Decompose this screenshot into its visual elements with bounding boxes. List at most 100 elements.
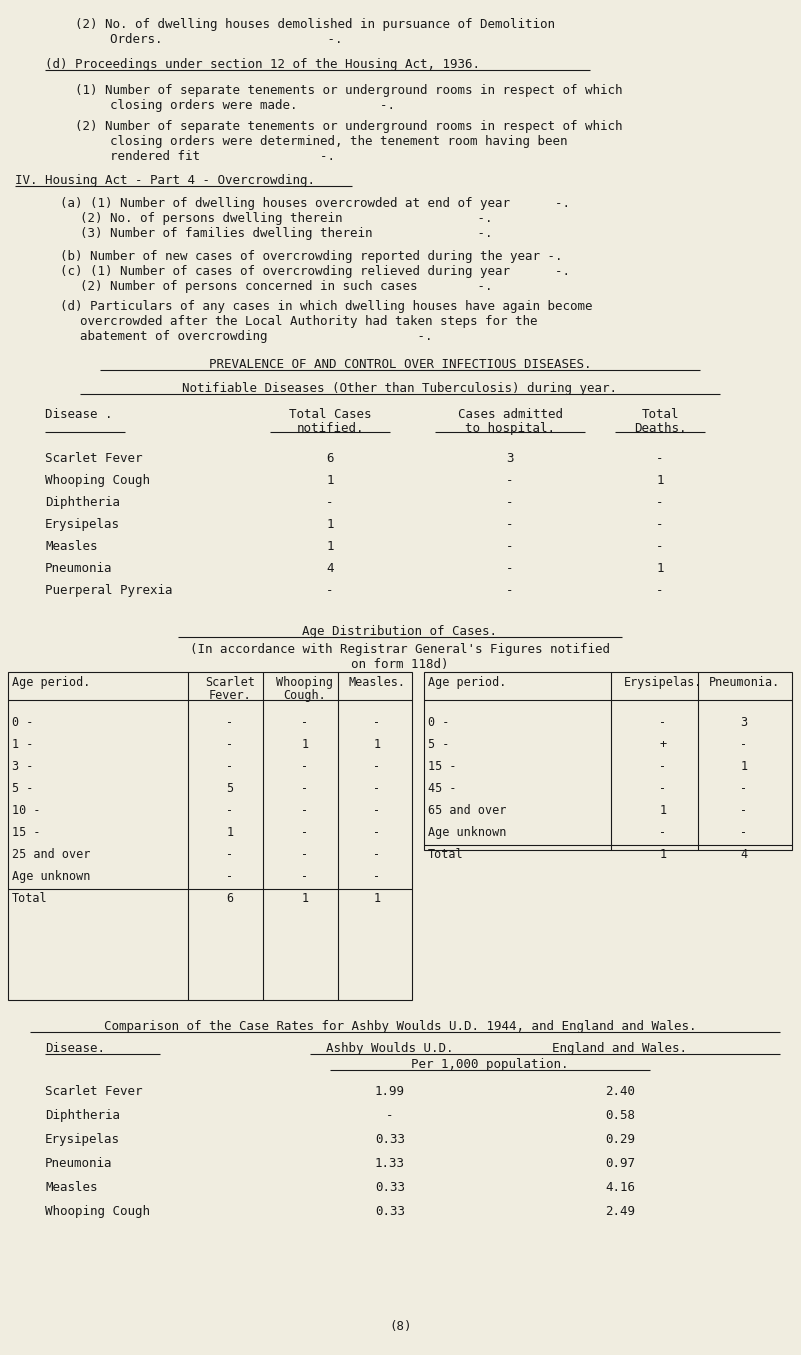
Text: 1.99: 1.99 — [375, 1085, 405, 1098]
Text: -: - — [326, 496, 334, 509]
Text: 0.33: 0.33 — [375, 1133, 405, 1146]
Text: abatement of overcrowding                    -.: abatement of overcrowding -. — [80, 331, 433, 343]
Text: 1 -: 1 - — [12, 738, 34, 751]
Text: Disease.: Disease. — [45, 1042, 105, 1056]
Text: 65 and over: 65 and over — [428, 804, 506, 817]
Text: 0.29: 0.29 — [605, 1133, 635, 1146]
Text: 15 -: 15 - — [428, 760, 457, 772]
Text: 1.33: 1.33 — [375, 1157, 405, 1169]
Text: 1: 1 — [656, 562, 664, 575]
Text: (2) No. of dwelling houses demolished in pursuance of Demolition: (2) No. of dwelling houses demolished in… — [75, 18, 555, 31]
Text: Total: Total — [428, 848, 464, 860]
Text: 3 -: 3 - — [12, 760, 34, 772]
Text: 0.33: 0.33 — [375, 1182, 405, 1194]
Text: Ashby Woulds U.D.: Ashby Woulds U.D. — [326, 1042, 453, 1056]
Text: Scarlet Fever: Scarlet Fever — [45, 453, 143, 465]
Text: Measles.: Measles. — [348, 676, 405, 688]
Text: -: - — [301, 870, 308, 883]
Text: Erysipelas.: Erysipelas. — [624, 676, 702, 688]
Text: -: - — [656, 518, 664, 531]
Text: -: - — [373, 827, 380, 839]
Text: 0.58: 0.58 — [605, 1108, 635, 1122]
Text: 1: 1 — [659, 804, 666, 817]
Text: 0 -: 0 - — [12, 715, 34, 729]
Text: notified.: notified. — [296, 421, 364, 435]
Text: 6: 6 — [326, 453, 334, 465]
Text: -: - — [227, 760, 234, 772]
Text: Scarlet Fever: Scarlet Fever — [45, 1085, 143, 1098]
Text: 1: 1 — [740, 760, 747, 772]
Text: -: - — [506, 562, 513, 575]
Text: -: - — [373, 782, 380, 795]
Text: 25 and over: 25 and over — [12, 848, 91, 860]
Text: -: - — [301, 848, 308, 860]
Text: Total: Total — [642, 408, 678, 421]
Text: 1: 1 — [373, 892, 380, 905]
Text: -: - — [740, 827, 747, 839]
Text: -: - — [659, 760, 666, 772]
Bar — [424, 672, 792, 850]
Text: +: + — [659, 738, 666, 751]
Text: -: - — [506, 584, 513, 598]
Text: 0.33: 0.33 — [375, 1205, 405, 1218]
Text: -: - — [326, 584, 334, 598]
Text: Orders.                      -.: Orders. -. — [110, 33, 343, 46]
Text: -: - — [656, 453, 664, 465]
Text: -: - — [227, 738, 234, 751]
Text: to hospital.: to hospital. — [465, 421, 555, 435]
Text: -: - — [373, 715, 380, 729]
Text: 2.40: 2.40 — [605, 1085, 635, 1098]
Text: Whooping Cough: Whooping Cough — [45, 1205, 150, 1218]
Text: Fever.: Fever. — [208, 688, 252, 702]
Text: -: - — [506, 541, 513, 553]
Text: (2) Number of separate tenements or underground rooms in respect of which: (2) Number of separate tenements or unde… — [75, 121, 622, 133]
Text: 15 -: 15 - — [12, 827, 41, 839]
Text: IV. Housing Act - Part 4 - Overcrowding.: IV. Housing Act - Part 4 - Overcrowding. — [15, 173, 315, 187]
Text: 1: 1 — [326, 541, 334, 553]
Text: Deaths.: Deaths. — [634, 421, 686, 435]
Text: (c) (1) Number of cases of overcrowding relieved during year      -.: (c) (1) Number of cases of overcrowding … — [60, 266, 570, 278]
Text: Pneumonia: Pneumonia — [45, 1157, 112, 1169]
Text: -: - — [227, 804, 234, 817]
Text: (d) Particulars of any cases in which dwelling houses have again become: (d) Particulars of any cases in which dw… — [60, 299, 593, 313]
Text: -: - — [386, 1108, 394, 1122]
Text: (In accordance with Registrar General's Figures notified: (In accordance with Registrar General's … — [190, 644, 610, 656]
Text: Pneumonia.: Pneumonia. — [708, 676, 779, 688]
Text: overcrowded after the Local Authority had taken steps for the: overcrowded after the Local Authority ha… — [80, 314, 537, 328]
Text: Age period.: Age period. — [428, 676, 506, 688]
Text: Total: Total — [12, 892, 47, 905]
Text: -: - — [740, 804, 747, 817]
Text: -: - — [301, 715, 308, 729]
Text: on form 118d): on form 118d) — [352, 659, 449, 671]
Text: 0.97: 0.97 — [605, 1157, 635, 1169]
Text: (b) Number of new cases of overcrowding reported during the year -.: (b) Number of new cases of overcrowding … — [60, 251, 562, 263]
Text: 45 -: 45 - — [428, 782, 457, 795]
Text: -: - — [656, 541, 664, 553]
Text: Measles: Measles — [45, 1182, 98, 1194]
Text: -: - — [301, 804, 308, 817]
Text: Total Cases: Total Cases — [288, 408, 371, 421]
Text: 5 -: 5 - — [428, 738, 449, 751]
Text: -: - — [373, 760, 380, 772]
Text: Disease .: Disease . — [45, 408, 112, 421]
Text: -: - — [227, 870, 234, 883]
Text: Diphtheria: Diphtheria — [45, 1108, 120, 1122]
Text: closing orders were determined, the tenement room having been: closing orders were determined, the tene… — [110, 136, 567, 148]
Text: -: - — [659, 782, 666, 795]
Text: 3: 3 — [740, 715, 747, 729]
Text: -: - — [301, 782, 308, 795]
Text: 4: 4 — [740, 848, 747, 860]
Text: 2.49: 2.49 — [605, 1205, 635, 1218]
Text: Notifiable Diseases (Other than Tuberculosis) during year.: Notifiable Diseases (Other than Tubercul… — [183, 382, 618, 396]
Text: 1: 1 — [373, 738, 380, 751]
Text: -: - — [506, 474, 513, 486]
Text: -: - — [373, 870, 380, 883]
Text: 1: 1 — [301, 892, 308, 905]
Text: 4.16: 4.16 — [605, 1182, 635, 1194]
Text: Diphtheria: Diphtheria — [45, 496, 120, 509]
Text: -: - — [740, 738, 747, 751]
Text: 1: 1 — [659, 848, 666, 860]
Text: -: - — [301, 827, 308, 839]
Text: -: - — [740, 782, 747, 795]
Text: Age period.: Age period. — [12, 676, 91, 688]
